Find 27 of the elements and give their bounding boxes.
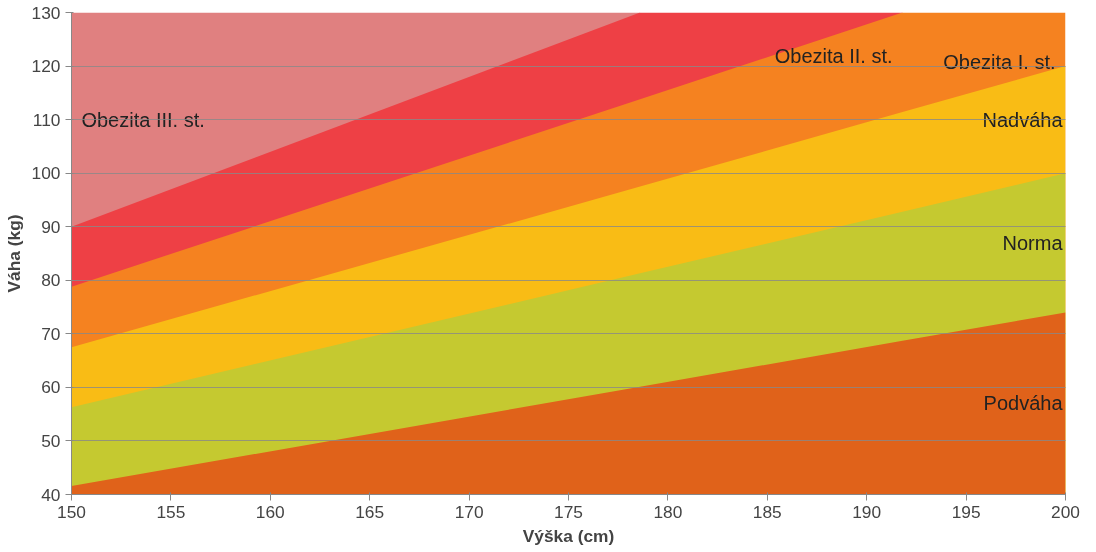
- y-tick-label: 70: [41, 323, 61, 344]
- x-tick-label: 165: [355, 501, 385, 522]
- x-tick-label: 185: [752, 501, 782, 522]
- x-tick-label: 180: [653, 501, 683, 522]
- y-axis-title: Váha (kg): [3, 214, 24, 293]
- x-tick-label: 170: [454, 501, 484, 522]
- x-tick-label: 160: [255, 501, 285, 522]
- x-tick-label: 200: [1051, 501, 1080, 522]
- y-tick-label: 80: [41, 270, 61, 291]
- x-tick-label: 190: [852, 501, 882, 522]
- series-label: Obezita II. st.: [774, 44, 893, 67]
- x-axis-title: Výška (cm): [522, 525, 615, 546]
- series-label: Obezita III. st.: [81, 108, 205, 131]
- series-label: Nadváha: [982, 108, 1064, 131]
- y-tick-label: 130: [31, 2, 61, 23]
- y-tick-label: 60: [41, 377, 61, 398]
- y-tick-label: 120: [31, 56, 61, 77]
- y-tick-label: 90: [41, 216, 61, 237]
- series-label: Podváha: [983, 392, 1064, 415]
- y-tick-label: 100: [31, 163, 61, 184]
- x-tick-label: 175: [554, 501, 583, 522]
- x-tick-label: 195: [951, 501, 981, 522]
- y-tick-label: 50: [41, 430, 61, 451]
- x-tick-label: 155: [156, 501, 186, 522]
- series-label: Norma: [1002, 231, 1064, 254]
- y-tick-label: 110: [32, 109, 61, 130]
- series-label: Obezita I. st.: [943, 51, 1056, 74]
